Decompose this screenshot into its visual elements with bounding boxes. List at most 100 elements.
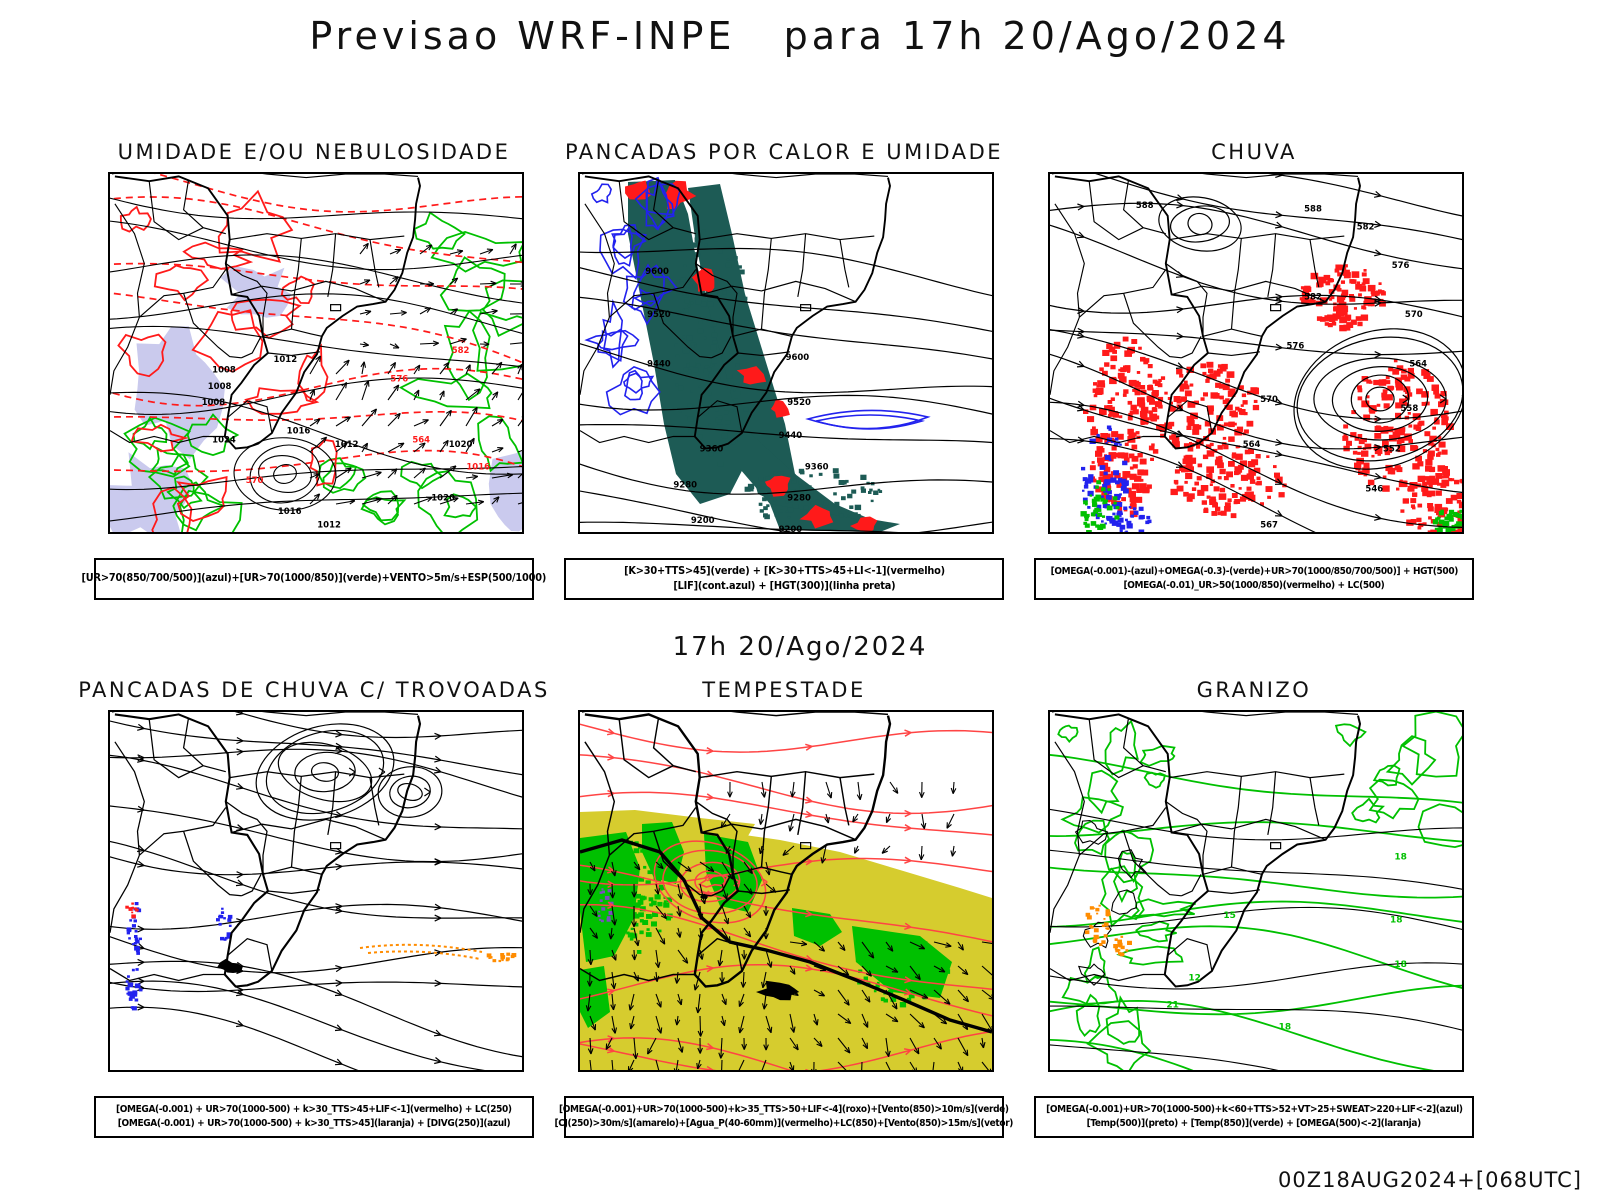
- map-tempestade[interactable]: 12S15S18S21S24S27S30S33S36S39S42S70W65W6…: [578, 710, 994, 1072]
- svg-text:1016: 1016: [287, 427, 311, 437]
- map-umidade[interactable]: 1008100810121016101210201020101610121020…: [108, 172, 524, 534]
- x-axis-tick: [1359, 1070, 1360, 1072]
- panel-title-chuva: CHUVA: [1211, 140, 1297, 164]
- svg-text:1008: 1008: [202, 398, 226, 408]
- panel-title-umidade: UMIDADE E/OU NEBULOSIDADE: [117, 140, 511, 164]
- x-axis-tick: [735, 1070, 736, 1072]
- svg-text:582: 582: [1304, 292, 1322, 302]
- x-axis-tick: [683, 532, 684, 534]
- svg-text:564: 564: [412, 436, 430, 446]
- panel-title-granizo: GRANIZO: [1196, 678, 1312, 702]
- panel-pancadas-calor: PANCADAS POR CALOR E UMIDADE 9600 9520 944…: [540, 140, 1028, 620]
- x-axis-tick: [1256, 1070, 1257, 1072]
- y-axis-tick: [1048, 246, 1050, 247]
- x-axis-tick: [632, 1070, 633, 1072]
- panel-tempestade: TEMPESTADE 12S15S18S21S24S27S30S33S36S39…: [540, 678, 1028, 1158]
- svg-text:576: 576: [390, 375, 408, 385]
- x-axis-tick: [1205, 1070, 1206, 1072]
- svg-text:588: 588: [1136, 201, 1154, 211]
- x-axis-tick: [889, 1070, 890, 1072]
- y-axis-tick: [578, 748, 580, 749]
- legend-line: [LIF](cont.azul) + [HGT(300)](linha pret…: [672, 580, 896, 593]
- y-axis-tick: [1048, 496, 1050, 497]
- x-axis-tick: [941, 1070, 942, 1072]
- y-axis-tick: [1048, 1034, 1050, 1035]
- x-axis-tick: [580, 1070, 581, 1072]
- y-axis-tick: [578, 210, 580, 211]
- y-axis-tick: [1048, 855, 1050, 856]
- legend-umidade: [UR>70(850/700/500)](azul)+[UR>70(1000/8…: [82, 558, 546, 600]
- x-axis-tick: [992, 1070, 993, 1072]
- svg-text:582: 582: [1357, 223, 1375, 233]
- svg-text:570: 570: [246, 476, 264, 486]
- y-axis-tick: [578, 353, 580, 354]
- x-axis-tick: [1050, 532, 1051, 534]
- y-axis-tick: [108, 532, 110, 533]
- model-run-stamp: 00Z18AUG2024+[068UTC]: [1278, 1168, 1582, 1192]
- x-axis-tick: [110, 1070, 111, 1072]
- map-chuva[interactable]: 588 588 582 576 570 564 558 552 546 582 576 570 564 5…: [1048, 172, 1464, 534]
- x-axis-tick: [1462, 532, 1463, 534]
- y-axis-tick: [578, 496, 580, 497]
- y-axis-tick: [108, 210, 110, 211]
- legend-line: [OMEGA(-0.001) + UR>70(1000-500) + k>30_…: [116, 1103, 512, 1115]
- y-axis-tick: [578, 891, 580, 892]
- panel-granizo: GRANIZO 1818181521181212S15S18S21S24S27S…: [1010, 678, 1498, 1158]
- x-axis-tick: [735, 532, 736, 534]
- legend-line: [OMEGA(-0.001) + UR>70(1000-500) + k>30_…: [117, 1118, 511, 1129]
- y-axis-tick: [1048, 317, 1050, 318]
- y-axis-tick: [1048, 963, 1050, 964]
- svg-text:9280: 9280: [673, 480, 697, 490]
- svg-text:564: 564: [1243, 440, 1261, 450]
- svg-text:570: 570: [1405, 310, 1423, 320]
- y-axis-tick: [108, 281, 110, 282]
- y-axis-tick: [578, 174, 580, 175]
- svg-text:1012: 1012: [273, 355, 297, 365]
- x-axis-tick: [265, 532, 266, 534]
- x-axis-tick: [316, 532, 317, 534]
- legend-pancadas-trovoadas: [OMEGA(-0.001) + UR>70(1000-500) + k>30_…: [94, 1096, 534, 1138]
- legend-line: [OMEGA(-0.01)_UR>50(1000/850)(vermelho) …: [1123, 580, 1385, 591]
- svg-text:582: 582: [452, 346, 470, 356]
- y-axis-tick: [578, 927, 580, 928]
- svg-text:9280: 9280: [787, 494, 811, 504]
- x-axis-tick: [992, 532, 993, 534]
- x-axis-tick: [941, 532, 942, 534]
- x-axis-tick: [419, 1070, 420, 1072]
- svg-text:1024: 1024: [212, 436, 236, 446]
- svg-text:15: 15: [1223, 911, 1236, 921]
- x-axis-tick: [265, 1070, 266, 1072]
- y-axis-tick: [578, 819, 580, 820]
- y-axis-tick: [108, 1070, 110, 1071]
- y-axis-tick: [1048, 389, 1050, 390]
- legend-line: [CJ(250)>30m/s](amarelo)+[Agua_P(40-60mm…: [554, 1118, 1014, 1129]
- legend-tempestade: [OMEGA(-0.001)+UR>70(1000-500)+k>35_TTS>…: [555, 1096, 1014, 1138]
- y-axis-tick: [1048, 174, 1050, 175]
- y-axis-tick: [578, 784, 580, 785]
- x-axis-tick: [1205, 532, 1206, 534]
- y-axis-tick: [108, 712, 110, 713]
- y-axis-tick: [1048, 998, 1050, 999]
- map-pancadas-calor[interactable]: 9600 9520 9440 9600 9520 9440 9360 9280 9200 9360…: [578, 172, 994, 534]
- y-axis-tick: [108, 963, 110, 964]
- y-axis-tick: [578, 281, 580, 282]
- map-granizo[interactable]: 1818181521181212S15S18S21S24S27S30S33S36…: [1048, 710, 1464, 1072]
- svg-text:9520: 9520: [647, 310, 671, 320]
- y-axis-tick: [1048, 532, 1050, 533]
- y-axis-tick: [1048, 784, 1050, 785]
- map-pancadas-trovoadas[interactable]: 12S15S18S21S24S27S30S33S36S39S42S70W65W6…: [108, 710, 524, 1072]
- x-axis-tick: [1308, 532, 1309, 534]
- x-axis-tick: [471, 1070, 472, 1072]
- svg-text:9440: 9440: [647, 359, 671, 369]
- y-axis-tick: [108, 998, 110, 999]
- svg-text:18: 18: [1390, 915, 1403, 925]
- svg-text:558: 558: [1401, 404, 1419, 414]
- legend-granizo: [OMEGA(-0.001)+UR>70(1000-500)+k<60+TTS>…: [1034, 1096, 1474, 1138]
- x-axis-tick: [1102, 532, 1103, 534]
- legend-line: [OMEGA(-0.001)+UR>70(1000-500)+k<60+TTS>…: [1045, 1103, 1463, 1115]
- y-axis-tick: [1048, 927, 1050, 928]
- panel-title-tempestade: TEMPESTADE: [702, 678, 866, 702]
- y-axis-tick: [108, 891, 110, 892]
- panel-pancadas-trovoadas: PANCADAS DE CHUVA C/ TROVOADAS 12S15S18S…: [70, 678, 558, 1158]
- svg-text:567: 567: [1260, 521, 1278, 531]
